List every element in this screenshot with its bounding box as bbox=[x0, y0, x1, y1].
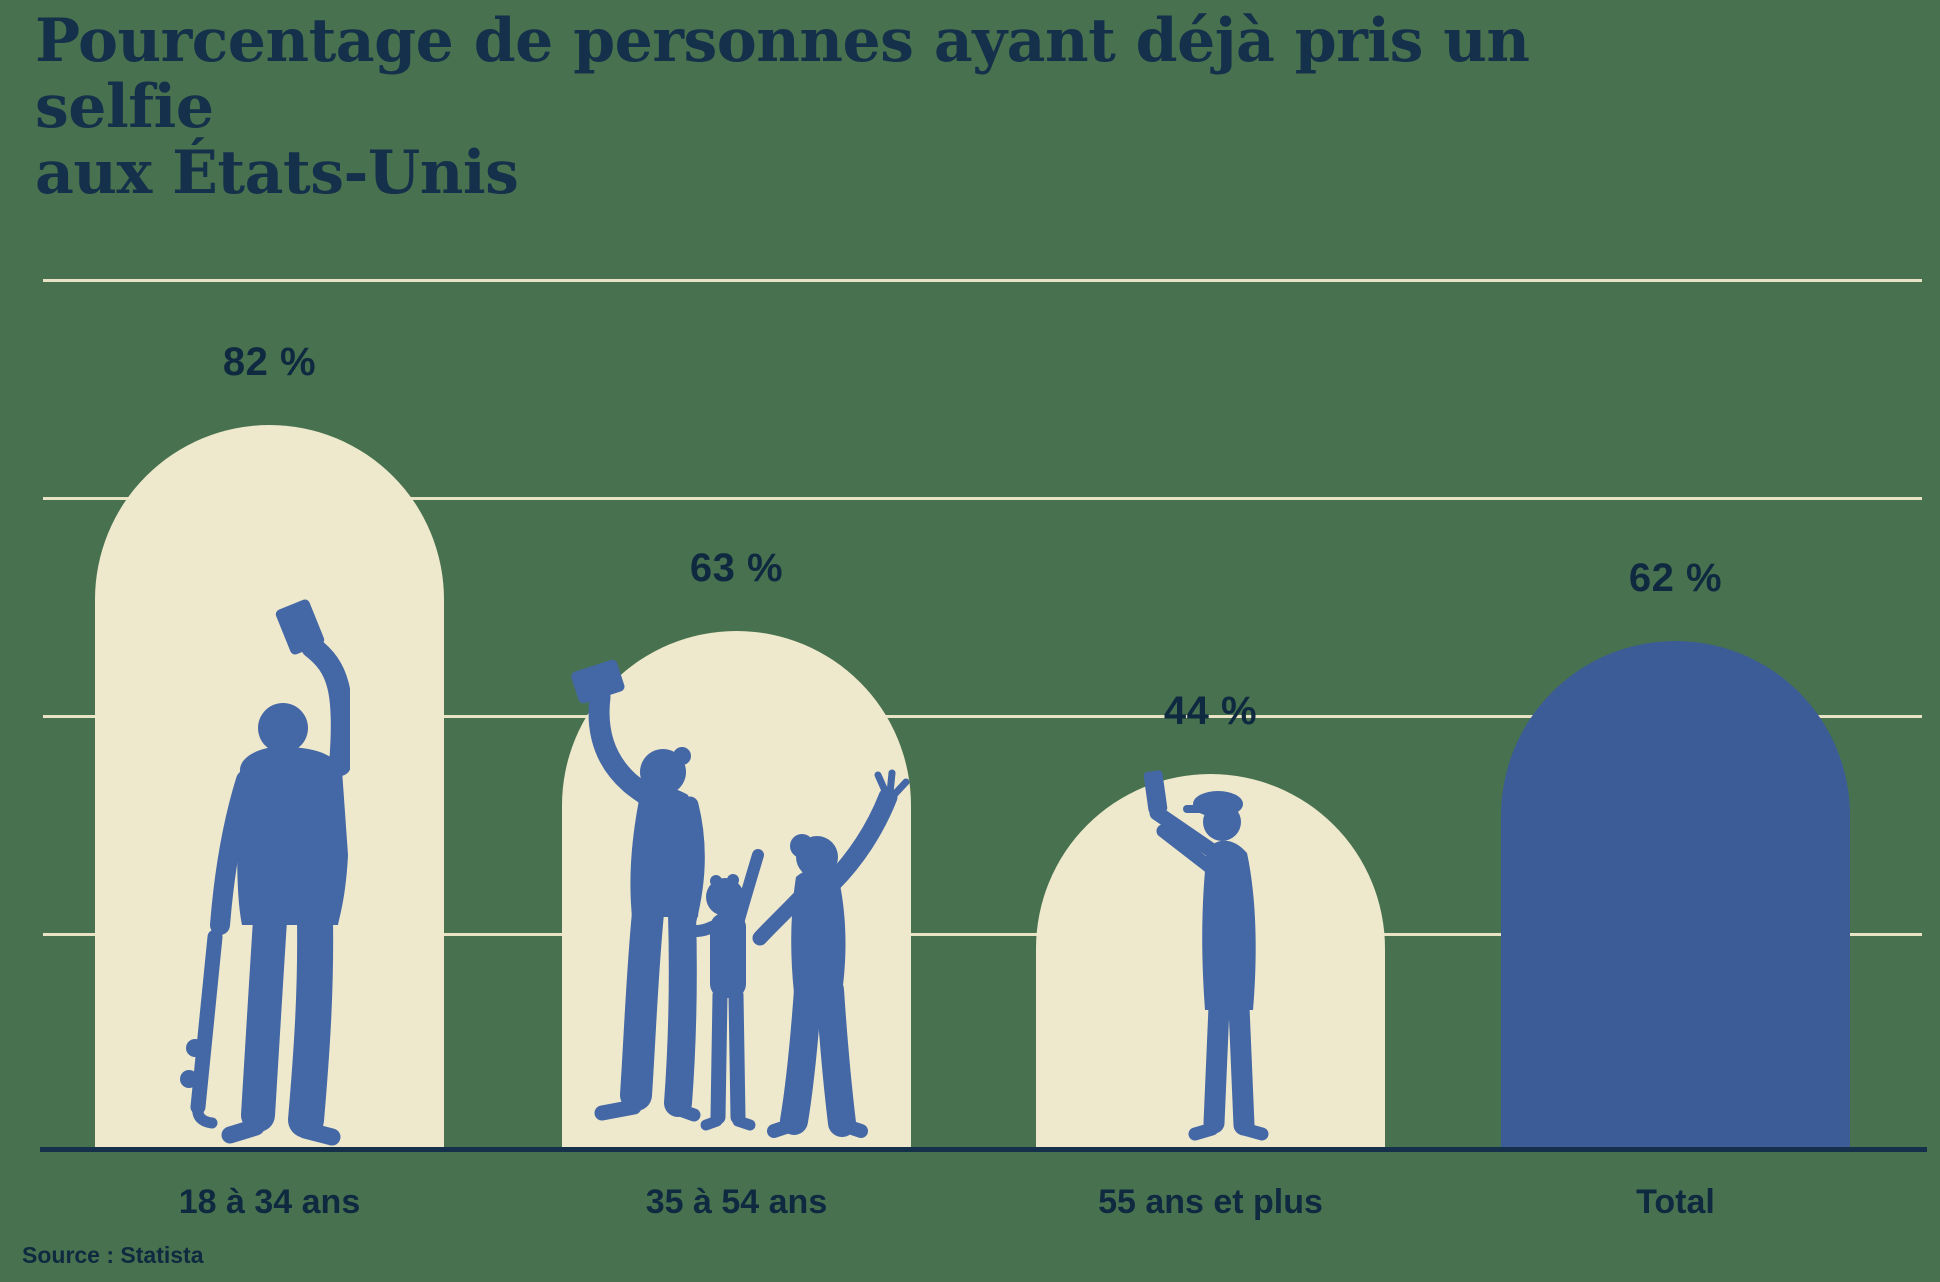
gridline-100pct bbox=[43, 279, 1922, 282]
value-label-35-54: 63 % bbox=[689, 546, 784, 590]
silhouette-young-man-skateboard-selfie-icon bbox=[180, 599, 350, 1146]
category-label-35-54: 35 à 54 ans bbox=[645, 1183, 828, 1221]
x-axis-baseline bbox=[40, 1147, 1927, 1152]
gridline-25pct bbox=[43, 933, 1922, 936]
gridline-50pct bbox=[43, 715, 1922, 718]
value-label-18-34: 82 % bbox=[222, 340, 317, 384]
silhouette-senior-man-selfie-icon bbox=[1143, 770, 1269, 1141]
chart-title: Pourcentage de personnes ayant déjà pris… bbox=[35, 8, 1595, 206]
chart-title-line2: aux États-Unis bbox=[35, 138, 519, 208]
silhouette-family-selfie-icon bbox=[571, 659, 910, 1138]
category-label-55-plus: 55 ans et plus bbox=[1098, 1183, 1323, 1221]
bar-total bbox=[1501, 641, 1850, 1150]
source-note: Source : Statista bbox=[22, 1242, 204, 1268]
value-label-total: 62 % bbox=[1628, 556, 1723, 600]
category-label-18-34: 18 à 34 ans bbox=[178, 1183, 361, 1221]
gridline-75pct bbox=[43, 497, 1922, 500]
category-label-total: Total bbox=[1636, 1183, 1715, 1221]
value-label-55-plus: 44 % bbox=[1163, 689, 1258, 733]
chart-title-line1: Pourcentage de personnes ayant déjà pris… bbox=[35, 6, 1530, 142]
